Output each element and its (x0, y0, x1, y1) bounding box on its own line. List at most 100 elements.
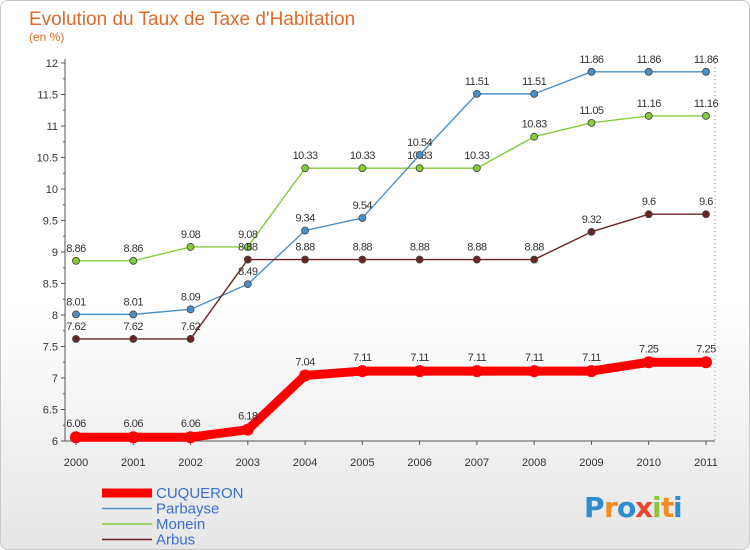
data-label: 11.16 (637, 98, 662, 110)
data-label: 7.62 (181, 321, 201, 333)
data-label: 7.62 (66, 321, 86, 333)
data-point (530, 132, 539, 141)
data-label: 10.33 (464, 150, 489, 162)
series-parbayse: 8.01 8.01 8.09 8.49 9.34 9.54 10.54 11.51 11.51 1… (66, 54, 719, 319)
data-point (587, 227, 596, 236)
data-point (528, 365, 541, 378)
data-label: 8.88 (467, 242, 487, 254)
data-label: 9.32 (582, 214, 602, 226)
logo-letter: x (635, 491, 653, 524)
data-label: 8.88 (238, 242, 258, 254)
series-line-cuqueron (71, 357, 711, 442)
x-tick-label: 2005 (350, 457, 374, 469)
data-label: 7.04 (295, 356, 315, 368)
data-label: 9.08 (238, 229, 258, 241)
data-point (184, 431, 197, 444)
data-point (301, 255, 309, 264)
data-point (243, 243, 252, 251)
data-label: 10.33 (293, 150, 318, 162)
chart-title: Evolution du Taux de Taxe d'Habitation (29, 9, 355, 30)
x-tick-label: 2008 (522, 457, 546, 469)
data-point (470, 365, 483, 378)
x-tick-label: 2000 (64, 457, 88, 469)
x-tick-label: 2010 (636, 457, 660, 469)
data-point (72, 310, 80, 319)
data-point (299, 369, 312, 382)
y-tick-label: 10 (46, 184, 58, 196)
data-label: 10.54 (407, 137, 432, 149)
legend-label-arbus: Arbus (156, 532, 195, 549)
x-tick-label: 2001 (121, 457, 145, 469)
data-label: 6.06 (124, 418, 144, 430)
data-point (587, 118, 596, 127)
data-label: 9.54 (353, 200, 373, 212)
logo-letter: P (584, 491, 605, 524)
data-point (415, 255, 424, 264)
data-label: 11.51 (522, 76, 547, 88)
data-label: 7.62 (124, 321, 144, 333)
data-point (301, 226, 309, 235)
data-point (644, 210, 653, 219)
data-label: 7.11 (353, 352, 372, 364)
data-label: 8.49 (238, 266, 258, 278)
data-point (129, 256, 138, 265)
x-tick-label: 2011 (694, 457, 718, 469)
data-label: 9.34 (295, 213, 315, 225)
logo-letter: t (661, 491, 674, 524)
data-label: 10.83 (522, 119, 547, 131)
data-point (530, 89, 539, 98)
x-tick-label: 2007 (465, 457, 489, 469)
data-point (70, 431, 82, 444)
data-point (356, 365, 369, 378)
logo-letter: o (617, 491, 636, 524)
data-label: 11.86 (579, 54, 604, 66)
y-tick-label: 6 (52, 436, 58, 448)
data-label: 11.16 (694, 98, 719, 110)
data-point (473, 255, 481, 264)
series-line-monein (75, 115, 707, 262)
data-point (129, 310, 138, 319)
series-cuqueron: 6.06 6.06 6.06 6.18 7.04 7.11 7.11 7.11 7.11 7.11… (66, 343, 717, 444)
data-label: 6.06 (181, 418, 201, 430)
data-point (72, 335, 80, 343)
logo-letter: i (673, 491, 683, 524)
data-point (129, 335, 138, 343)
data-point (415, 151, 424, 159)
data-point (413, 365, 426, 378)
y-tick-label: 9 (52, 247, 58, 259)
data-point (415, 164, 424, 173)
data-point (243, 255, 252, 264)
data-point (186, 335, 195, 343)
data-point (473, 89, 481, 98)
x-tick-label: 2004 (293, 457, 317, 469)
data-point (72, 256, 80, 265)
data-point (644, 67, 653, 76)
data-label: 8.86 (66, 243, 86, 255)
y-tick-label: 12 (46, 58, 58, 70)
data-label: 9.6 (642, 196, 656, 208)
x-tick-label: 2009 (579, 457, 603, 469)
data-label: 8.86 (124, 243, 144, 255)
data-label: 8.88 (524, 242, 544, 254)
x-tick-label: 2003 (236, 457, 260, 469)
data-point (473, 164, 481, 173)
data-label: 10.33 (350, 150, 375, 162)
data-label: 8.88 (353, 242, 373, 254)
data-label: 6.06 (66, 418, 86, 430)
data-point (241, 423, 254, 436)
data-point (702, 112, 710, 120)
data-point (700, 356, 712, 369)
data-label: 9.6 (699, 196, 713, 208)
data-label: 11.86 (637, 54, 662, 66)
data-point (127, 431, 140, 444)
series-group: 8.868.869.089.0810.3310.3310.3310.3310.8… (66, 54, 719, 444)
x-tick-label: 2006 (407, 457, 431, 469)
data-label: 7.11 (582, 352, 601, 364)
y-tick-label: 10.5 (37, 153, 58, 165)
series-arbus: 7.62 7.62 7.62 8.88 8.88 8.88 8.88 8.88 8.88 9.32… (66, 196, 714, 343)
data-label: 8.01 (124, 296, 144, 308)
y-tick-label: 7 (52, 373, 58, 385)
